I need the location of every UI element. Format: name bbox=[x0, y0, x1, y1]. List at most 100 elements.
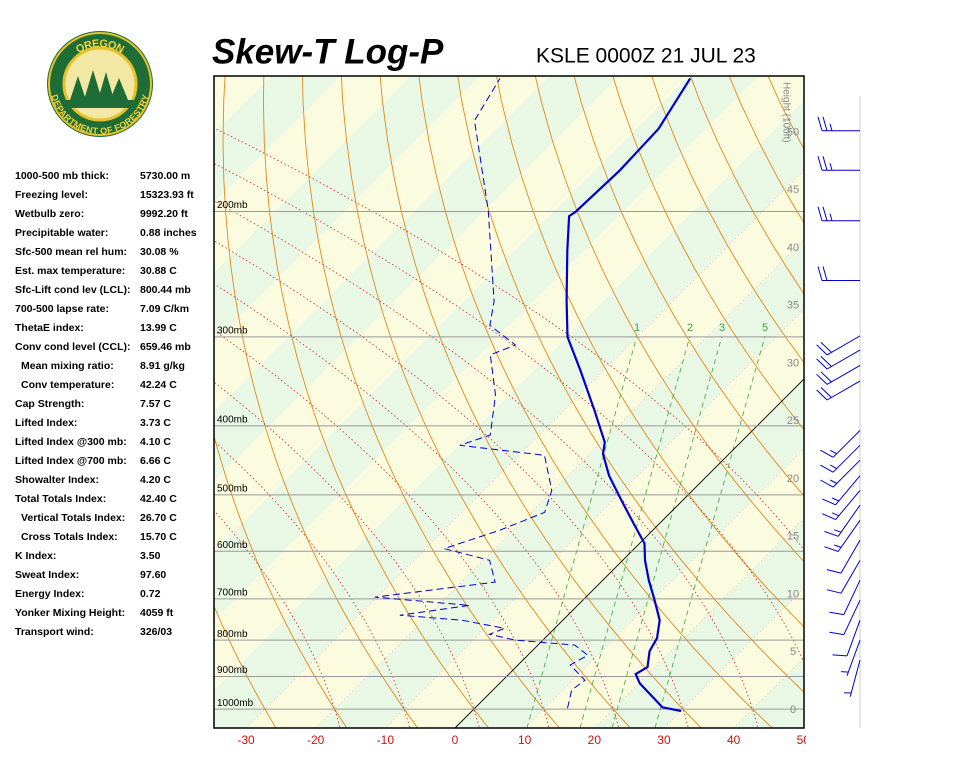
index-value: 4.20 C bbox=[140, 474, 171, 486]
height-tick-label: 10 bbox=[787, 588, 799, 600]
index-value: 15323.93 ft bbox=[140, 189, 194, 201]
height-tick-label: 35 bbox=[787, 300, 799, 312]
y-tick-label: 1000mb bbox=[217, 698, 254, 709]
moist-adiabat bbox=[214, 283, 620, 728]
logo-top-path: OREGON bbox=[74, 38, 126, 56]
dry-adiabat bbox=[872, 54, 960, 739]
moist-adiabat bbox=[214, 330, 550, 728]
index-value: 15.70 C bbox=[140, 531, 177, 543]
mixing-ratio-line bbox=[526, 335, 638, 728]
x-axis: -30 -20 -10 0 10 20 30 40 50 bbox=[237, 733, 806, 747]
wind-barbs bbox=[816, 116, 861, 697]
plot-area bbox=[214, 54, 960, 739]
dry-adiabat bbox=[796, 54, 960, 739]
background-band bbox=[803, 727, 804, 728]
index-value: 0.72 bbox=[140, 588, 161, 600]
index-value: 9992.20 ft bbox=[140, 208, 188, 220]
y-tick-label: 900mb bbox=[217, 665, 248, 676]
logo-ring-edge bbox=[48, 32, 152, 136]
wind-barb bbox=[820, 459, 861, 488]
index-label: Lifted Index @700 mb: bbox=[15, 455, 127, 467]
index-value: 6.66 C bbox=[140, 455, 171, 467]
height-tick-label: 45 bbox=[787, 184, 799, 196]
height-tick-label: 5 bbox=[790, 646, 796, 658]
wind-barb bbox=[829, 579, 861, 616]
mixing-ratio-label: 2 bbox=[687, 322, 693, 334]
wind-barb bbox=[817, 156, 861, 171]
isotherm bbox=[803, 726, 804, 728]
index-label: Wetbulb zero: bbox=[15, 208, 84, 220]
height-axis-label: Height (100ft) bbox=[780, 82, 791, 143]
index-value: 42.24 C bbox=[140, 379, 177, 391]
index-label: 1000-500 mb thick: bbox=[15, 170, 109, 182]
index-label: Energy Index: bbox=[15, 588, 84, 600]
logo-center bbox=[62, 46, 138, 122]
index-label: Conv temperature: bbox=[21, 379, 114, 391]
moist-adiabat bbox=[214, 127, 804, 551]
index-value: 4059 ft bbox=[140, 607, 174, 619]
index-value: 7.09 C/km bbox=[140, 303, 189, 315]
wind-barb bbox=[822, 490, 861, 521]
dry-adiabat bbox=[612, 76, 804, 431]
index-value: 42.40 C bbox=[140, 493, 177, 505]
height-tick-label: 30 bbox=[787, 357, 799, 369]
x-tick-label: 10 bbox=[518, 733, 532, 747]
wind-barb bbox=[841, 639, 861, 676]
dry-adiabat bbox=[496, 76, 804, 628]
background-band bbox=[214, 76, 804, 691]
height-tick-label: 50 bbox=[787, 126, 799, 138]
y-tick-label: 300mb bbox=[217, 326, 248, 337]
dry-adiabat bbox=[379, 76, 702, 728]
index-label: Sweat Index: bbox=[15, 569, 79, 581]
x-tick-label: -20 bbox=[307, 733, 325, 747]
chart-subtitle: KSLE 0000Z 21 JUL 23 bbox=[536, 45, 756, 68]
index-label: Sfc-500 mean rel hum: bbox=[15, 246, 127, 258]
index-label: Est. max temperature: bbox=[15, 265, 125, 277]
logo-trees bbox=[70, 70, 128, 100]
y-tick-label: 800mb bbox=[217, 629, 248, 640]
mixing-ratio-line bbox=[611, 335, 723, 728]
dewpoint-line bbox=[374, 78, 589, 709]
logo: OREGON DEPARTMENT OF FORESTRY bbox=[47, 31, 153, 137]
index-label: Mean mixing ratio: bbox=[21, 360, 114, 372]
dry-adiabat bbox=[262, 76, 490, 728]
index-value: 8.91 g/kg bbox=[140, 360, 185, 372]
index-value: 326/03 bbox=[140, 626, 172, 638]
x-tick-label: -30 bbox=[237, 733, 255, 747]
mixing-ratio-label: 5 bbox=[762, 322, 768, 334]
dry-adiabat bbox=[834, 54, 960, 739]
index-label: Cap Strength: bbox=[15, 398, 84, 410]
y-tick-label: 600mb bbox=[217, 540, 248, 551]
dry-adiabat bbox=[651, 76, 804, 364]
index-value: 3.50 bbox=[140, 550, 161, 562]
background-band bbox=[214, 100, 804, 728]
temperature-line bbox=[565, 77, 692, 713]
index-value: 97.60 bbox=[140, 569, 166, 581]
wind-barb bbox=[824, 504, 861, 537]
index-value: 659.46 mb bbox=[140, 341, 191, 353]
index-label: Showalter Index: bbox=[15, 474, 99, 486]
wind-barb bbox=[829, 599, 861, 636]
indices-table: 1000-500 mb thick: 5730.00 m Freezing leve… bbox=[15, 170, 197, 638]
index-value: 800.44 mb bbox=[140, 284, 191, 296]
dry-adiabat bbox=[302, 76, 561, 728]
index-value: 30.08 % bbox=[140, 246, 179, 258]
dry-adiabat bbox=[222, 76, 419, 728]
height-tick-label: 0 bbox=[790, 704, 796, 716]
index-label: 700-500 lapse rate: bbox=[15, 303, 109, 315]
x-tick-label: -10 bbox=[377, 733, 395, 747]
wind-barb bbox=[820, 430, 861, 458]
index-label: Precipitable water: bbox=[15, 227, 108, 239]
index-value: 13.99 C bbox=[140, 322, 177, 334]
wind-barb bbox=[816, 365, 861, 385]
isotherm bbox=[245, 169, 804, 728]
index-label: Sfc-Lift cond lev (LCL): bbox=[15, 284, 131, 296]
index-label: Cross Totals Index: bbox=[21, 531, 118, 543]
index-value: 26.70 C bbox=[140, 512, 177, 524]
x-tick-label: 40 bbox=[727, 733, 741, 747]
index-label: Lifted Index: bbox=[15, 417, 77, 429]
mixing-ratio-label: 3 bbox=[719, 322, 725, 334]
index-label: Vertical Totals Index: bbox=[21, 512, 125, 524]
y-tick-label: 500mb bbox=[217, 483, 248, 494]
wind-barb bbox=[824, 520, 861, 552]
